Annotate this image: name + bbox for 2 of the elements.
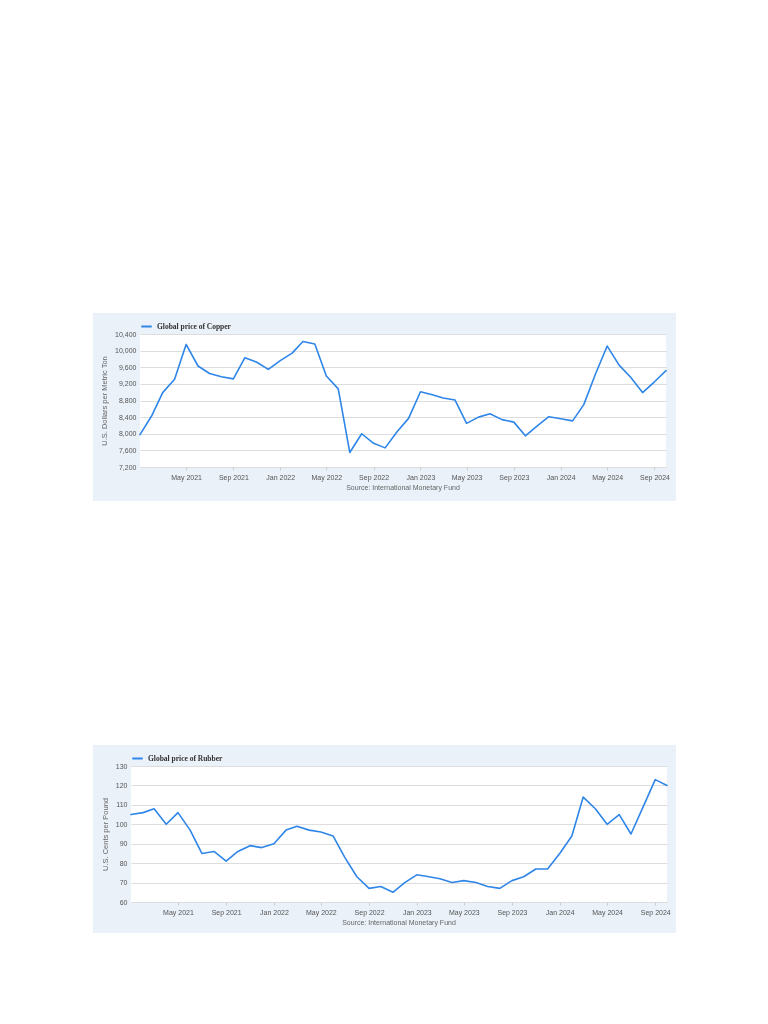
line-series [130, 778, 668, 894]
line-series [139, 340, 667, 454]
